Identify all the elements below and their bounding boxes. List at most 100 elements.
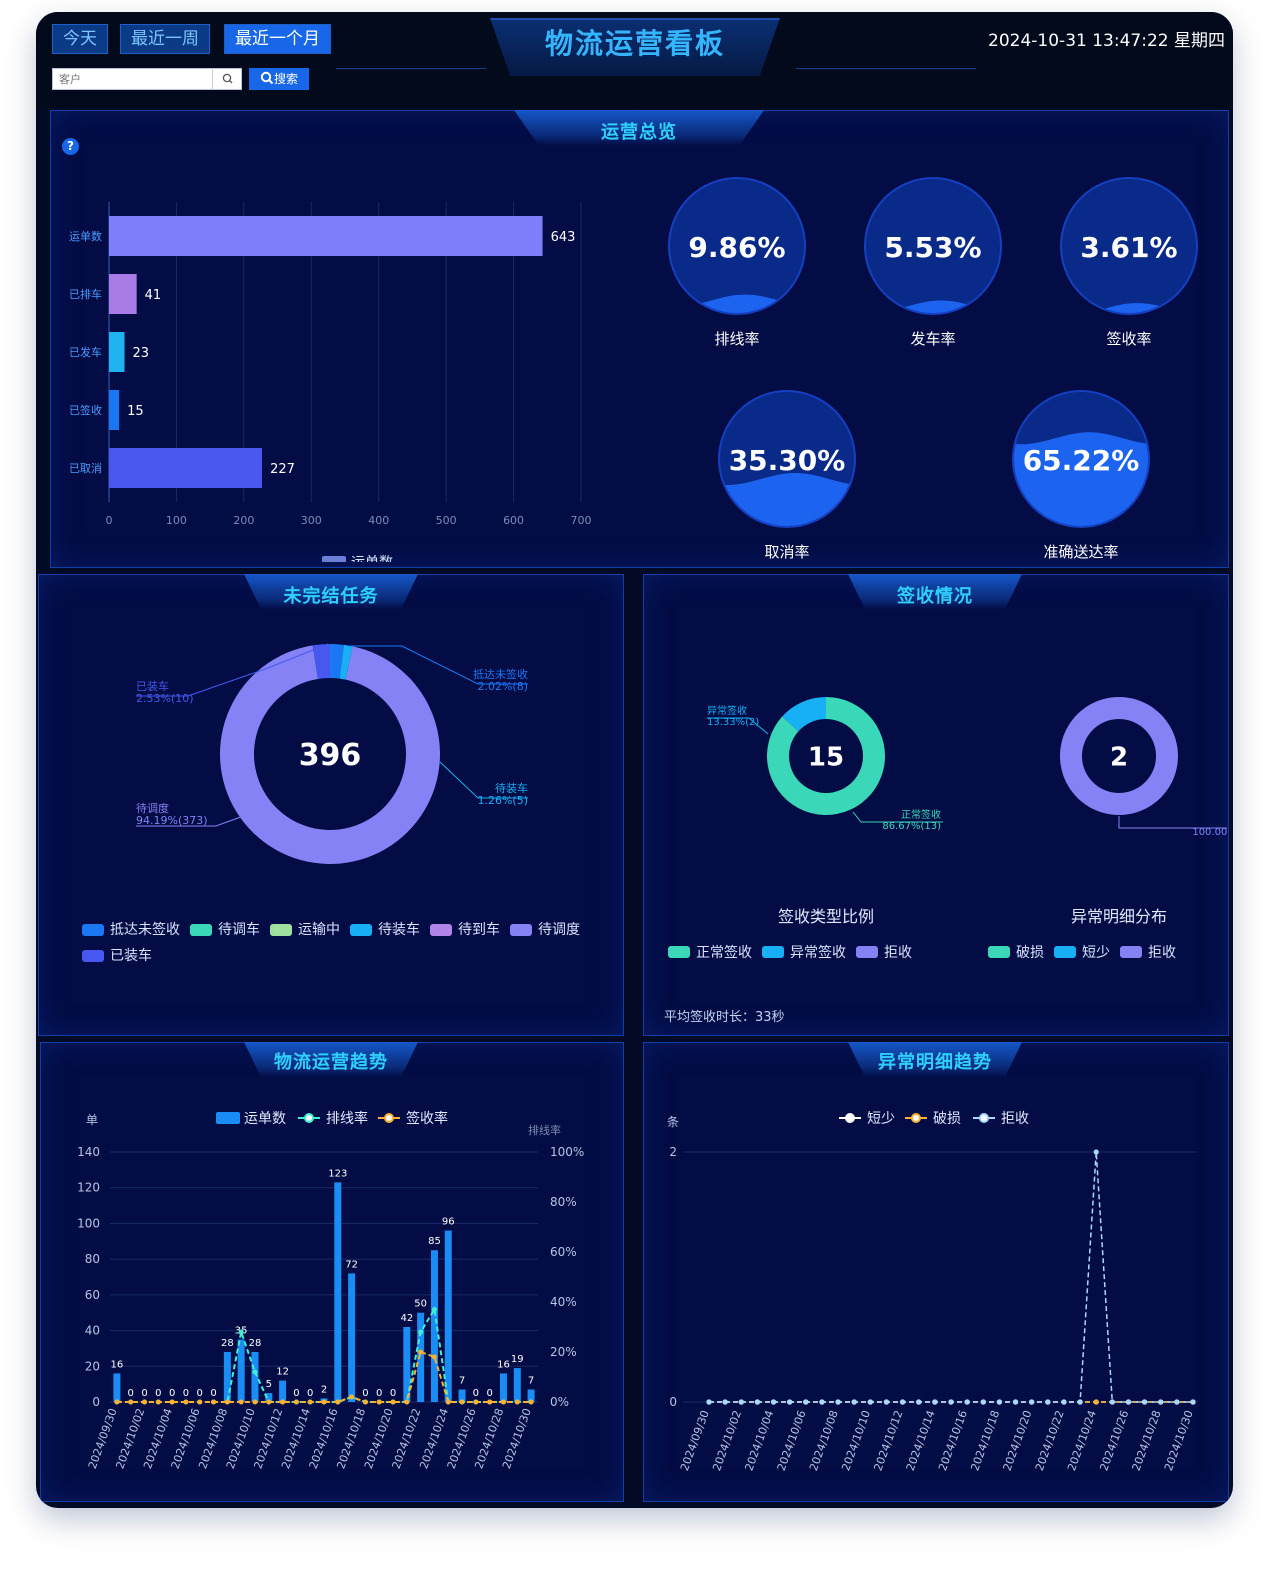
legend-item: 运输中 — [270, 918, 340, 942]
bar — [113, 1373, 121, 1402]
bar-value-label: 0 — [293, 1388, 299, 1399]
legend-item: 待装车 — [350, 918, 420, 942]
datetime-display: 2024-10-31 13:47:22 星期四 — [988, 31, 1225, 51]
series-point — [142, 1399, 148, 1405]
donut-slice — [1059, 697, 1178, 815]
bar-value-label: 23 — [133, 346, 150, 361]
donut-center-value: 15 — [808, 742, 844, 772]
donut-sublabel: 1.26%(5) — [477, 794, 528, 807]
series-point — [155, 1399, 161, 1405]
x-tick-label: 2024/10/26 — [1097, 1409, 1131, 1473]
legend-label: 短少 — [867, 1111, 895, 1127]
bar — [251, 1352, 259, 1402]
bar — [430, 1250, 438, 1402]
bar-value-label: 0 — [128, 1388, 134, 1399]
series-point — [390, 1399, 396, 1405]
abnormal-trend-chart: 条022024/09/302024/10/022024/10/042024/10… — [667, 1111, 1197, 1473]
legend-label: 待到车 — [458, 922, 500, 938]
bar-value-label: 28 — [249, 1338, 262, 1349]
unfinished-title: 未完结任务 — [283, 586, 379, 607]
legend-label: 运输中 — [298, 922, 340, 938]
donut-label: 待装车 — [495, 781, 528, 795]
bar-value-label: 85 — [428, 1236, 441, 1247]
help-icon[interactable]: ? — [62, 138, 79, 155]
series-point — [706, 1399, 712, 1405]
series-point — [459, 1399, 465, 1405]
bar-value-label: 0 — [390, 1388, 396, 1399]
series-point — [932, 1399, 938, 1405]
gauge-label: 取消率 — [764, 543, 809, 561]
bar-value-label: 0 — [169, 1388, 175, 1399]
donut-label: 正常签收 — [901, 808, 941, 821]
legend-item: 正常签收 — [668, 942, 752, 962]
x-tick-label: 2024/10/24 — [1065, 1409, 1099, 1473]
donut-label-line — [707, 717, 769, 735]
sign-type-legend: 正常签收 异常签收 拒收 — [668, 942, 948, 962]
range-week-button[interactable]: 最近一周 — [120, 24, 210, 54]
series-point — [418, 1329, 424, 1335]
search-icon-box[interactable] — [212, 68, 242, 90]
trend-title: 物流运营趋势 — [274, 1052, 388, 1073]
series-point — [1012, 1399, 1019, 1405]
abnormal-type-title: 异常明细分布 — [1071, 907, 1167, 926]
bar — [417, 1312, 425, 1402]
series-point — [445, 1399, 451, 1405]
legend-swatch — [856, 946, 878, 958]
legend-swatch — [216, 1112, 240, 1124]
series-point — [1061, 1399, 1067, 1405]
series-point — [738, 1399, 744, 1405]
series-point — [722, 1399, 728, 1405]
sign-donut-charts: 15异常签收13.33%(2)正常签收86.67%(13)2拒收100.00%(… — [707, 697, 1227, 926]
legend-label: 签收率 — [406, 1110, 448, 1127]
legend-marker — [384, 1113, 394, 1123]
bar-value-label: 0 — [183, 1388, 189, 1399]
donut-sublabel: 100.00%(2) — [1192, 827, 1227, 838]
bar-value-label: 0 — [473, 1388, 479, 1399]
y-tick-label: 0 — [92, 1395, 100, 1409]
x-tick-label: 0 — [106, 514, 113, 527]
donut-label: 已装车 — [136, 679, 169, 693]
gauge-label: 准确送达率 — [1043, 543, 1118, 561]
donut-label-line — [348, 645, 528, 685]
x-tick-label: 2024/10/22 — [1033, 1409, 1067, 1473]
series-point — [819, 1399, 825, 1405]
search-button[interactable]: 搜索 — [249, 68, 309, 90]
bar-value-label: 0 — [155, 1388, 161, 1399]
overview-title-plate — [514, 110, 764, 146]
bar-value-label: 2 — [321, 1384, 327, 1395]
gauge-circle — [864, 177, 1002, 315]
bar-value-label: 15 — [127, 404, 144, 419]
series-point — [335, 1399, 341, 1405]
x-tick-label: 300 — [301, 514, 322, 527]
customer-search-input[interactable] — [52, 68, 242, 90]
bar — [334, 1182, 342, 1402]
series-point — [238, 1329, 244, 1335]
range-today-button[interactable]: 今天 — [52, 24, 108, 54]
donut-label: 待调度 — [136, 801, 169, 815]
sign-title: 签收情况 — [897, 586, 973, 607]
legend-swatch — [1054, 946, 1076, 958]
series-point — [980, 1399, 986, 1405]
gauge-5: 65.22% 准确送达率 — [1012, 390, 1150, 561]
series-point — [1158, 1399, 1164, 1405]
y2-tick-label: 100% — [550, 1145, 584, 1159]
series-point — [964, 1399, 970, 1405]
gauge-value: 65.22% — [1023, 444, 1140, 477]
series-point — [114, 1399, 120, 1405]
search-icon — [260, 71, 274, 85]
donut-slice — [330, 644, 344, 679]
series-point — [900, 1399, 906, 1405]
range-month-button[interactable]: 最近一个月 — [224, 24, 331, 54]
legend-item: 拒收 — [1120, 942, 1176, 962]
bar-value-label: 0 — [141, 1388, 147, 1399]
bar-value-label: 7 — [459, 1376, 465, 1387]
gauge-value: 9.86% — [688, 231, 785, 264]
series-point — [238, 1399, 244, 1405]
legend-item: 待调车 — [190, 918, 260, 942]
legend-swatch — [762, 946, 784, 958]
x-tick-label: 600 — [503, 514, 524, 527]
sign-type-title: 签收类型比例 — [778, 907, 874, 926]
donut-label-line — [1118, 816, 1227, 829]
series-point — [197, 1399, 203, 1405]
gauge-wave — [1014, 432, 1148, 526]
